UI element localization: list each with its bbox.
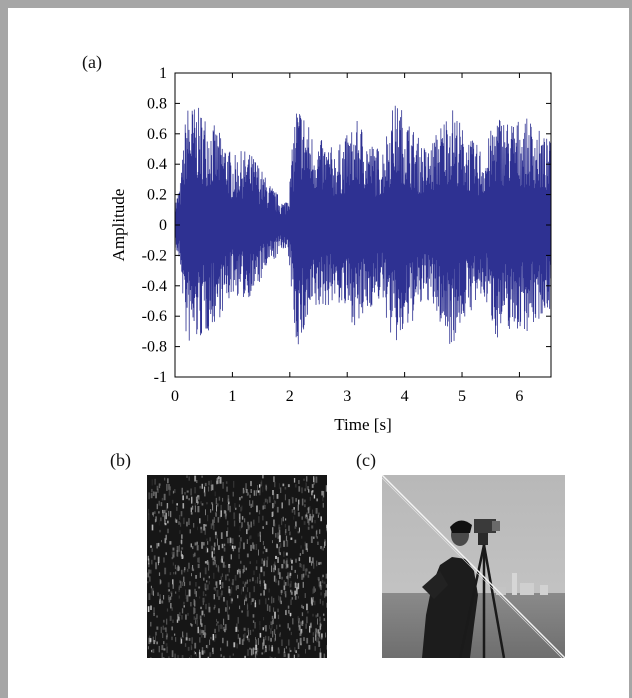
x-tick-label: 4 xyxy=(401,388,409,405)
x-axis-label: Time [s] xyxy=(334,415,391,434)
cameraman-image xyxy=(382,475,565,658)
y-tick-label: -0.2 xyxy=(142,247,167,264)
y-tick-label: 0.2 xyxy=(147,187,167,204)
x-tick-label: 1 xyxy=(228,388,236,405)
waveform-chart: -1 -0.8 -0.6 -0.4 -0.2 0 0.2 0.4 0.6 0.8 1 0 1 2 3 4 5 6 T… xyxy=(109,65,552,434)
y-tick-label: 0.4 xyxy=(147,156,167,173)
signal-series-line xyxy=(174,105,552,345)
y-tick-label: 0.6 xyxy=(147,126,167,143)
x-tick-label: 2 xyxy=(286,388,294,405)
y-tick-label: -0.4 xyxy=(142,278,167,295)
panel-label-c: (c) xyxy=(356,450,376,470)
x-tick-label: 5 xyxy=(458,388,466,405)
y-tick-label: -0.8 xyxy=(142,339,167,356)
x-tick-label: 6 xyxy=(515,388,523,405)
y-tick-label: -1 xyxy=(154,369,167,386)
y-tick-label: 1 xyxy=(159,65,167,82)
encrypted-image xyxy=(147,475,327,658)
cameraman-photo xyxy=(382,475,565,658)
panel-label-b: (b) xyxy=(110,450,131,470)
x-tick-label: 3 xyxy=(343,388,351,405)
y-tick-label: -0.6 xyxy=(142,308,167,325)
y-tick-label: 0 xyxy=(159,217,167,234)
y-tick-label: 0.8 xyxy=(147,95,167,112)
x-tick-label: 0 xyxy=(171,388,179,405)
panel-label-a: (a) xyxy=(82,52,102,72)
y-axis-label: Amplitude xyxy=(109,189,128,262)
encrypted-noise-pattern xyxy=(147,475,327,658)
